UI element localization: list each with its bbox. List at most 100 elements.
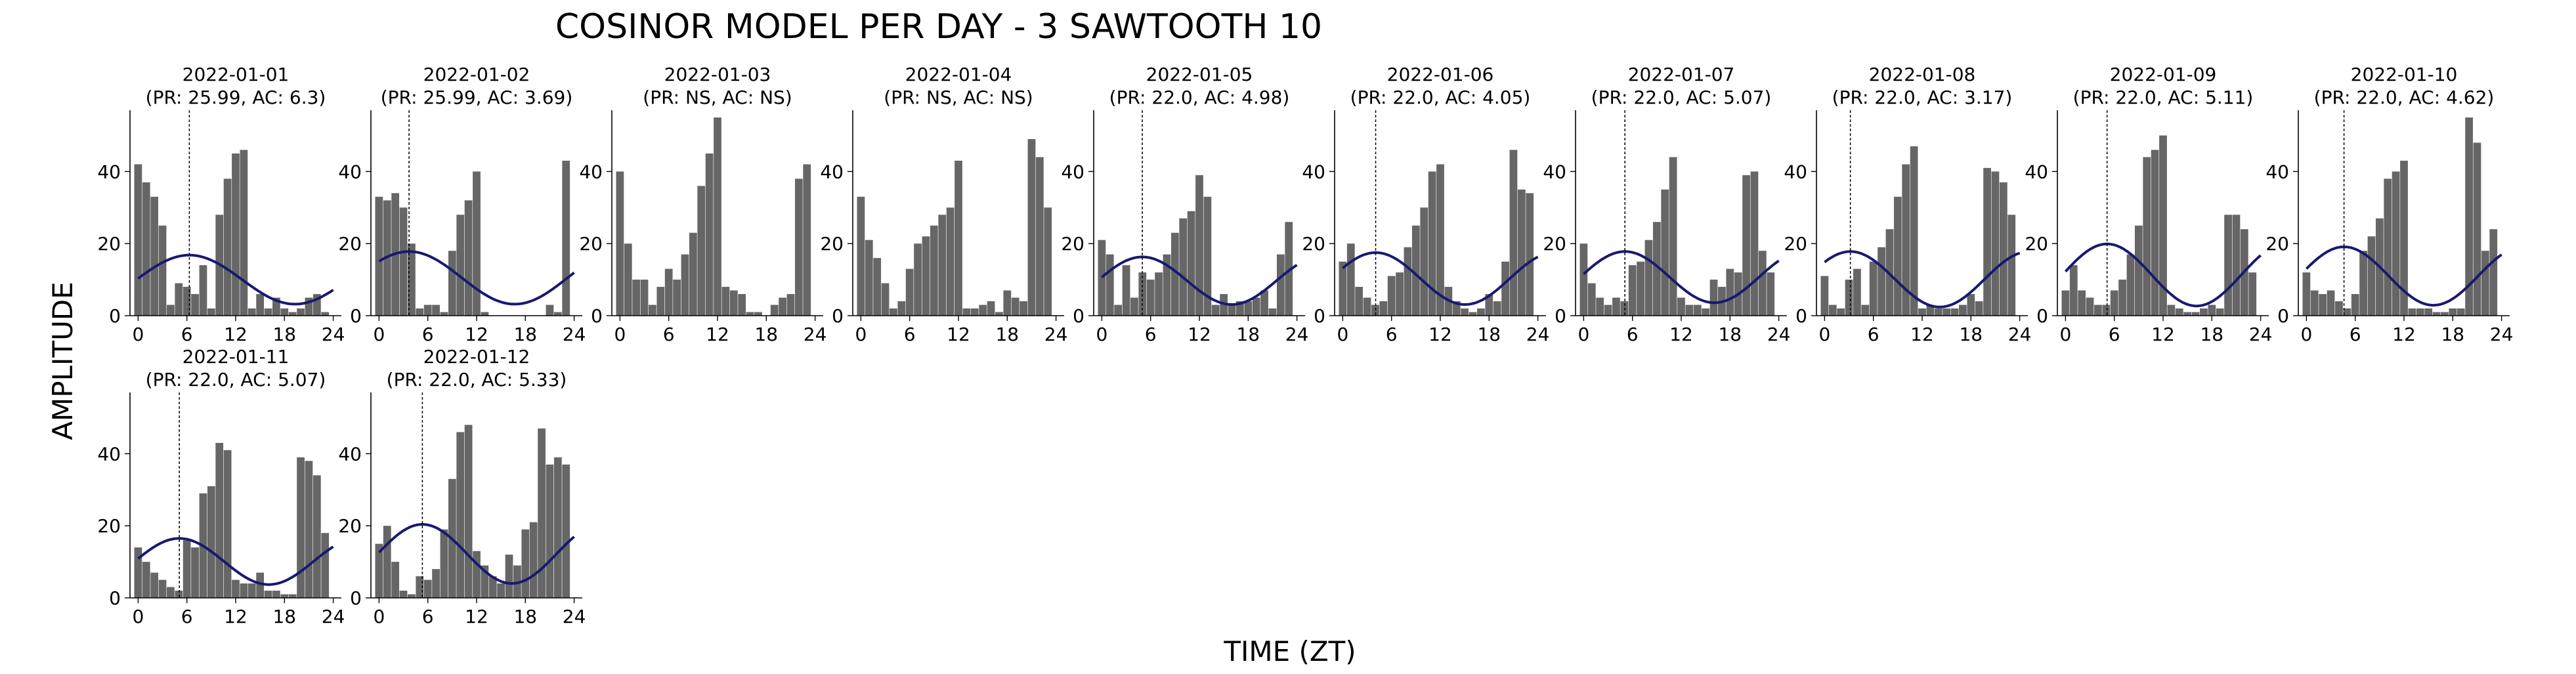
hour-bar [1910,146,1918,316]
hour-bar [1853,268,1861,316]
hour-bar [2183,312,2192,316]
y-tick-label: 0 [2036,305,2048,327]
x-tick-label: 12 [2151,324,2175,345]
x-tick-label: 12 [1188,324,1211,345]
hour-bar [1893,196,1902,316]
hour-bar [1959,305,1967,316]
hour-bar [440,312,448,316]
hour-bar [857,196,865,316]
hour-bar [2408,308,2416,316]
hour-bar [473,171,481,316]
hour-bar [1983,167,1991,316]
hour-bar [890,308,897,316]
x-tick-label: 18 [1236,324,1260,345]
y-tick-label: 0 [832,305,844,327]
hour-bar [2232,215,2241,316]
subplot-title: 2022-01-11 [182,346,290,368]
hour-bar [897,301,906,316]
x-tick-label: 18 [513,606,537,627]
x-tick-label: 6 [1145,324,1157,345]
subplot-2022-01-05: 0 6 12 18 24 0 20 40 2022-01-05(PR: 22.0, AC: 4.… [1061,64,1308,345]
hour-bar [305,297,313,316]
hour-bar [2481,251,2489,316]
hour-bar [1228,305,1236,316]
figure-title: COSINOR MODEL PER DAY - 3 SAWTOOTH 10 [555,7,1322,47]
hour-bar [1195,175,1203,316]
hour-bar [1501,261,1509,316]
hour-bar [264,591,272,598]
subplot-title: 2022-01-06 [1387,64,1494,85]
hour-bar [1902,164,1910,316]
cosinor-curve [2064,242,2262,308]
x-tick-label: 6 [181,324,193,345]
hour-bar [280,594,289,598]
y-tick-label: 0 [350,305,362,327]
cosinor-curve [1824,250,2021,308]
hour-bar [2310,290,2319,316]
x-tick-label: 12 [1910,324,1934,345]
hour-bar [616,171,624,316]
hour-bar [456,215,465,316]
hour-bar [247,583,256,598]
hour-bar [553,312,562,316]
cosinor-curve [1583,250,1780,305]
x-tick-label: 6 [2350,324,2361,345]
hour-bar [1702,308,1710,316]
hour-bar [546,305,554,316]
x-tick-label: 24 [563,324,586,345]
x-tick-label: 0 [2059,324,2071,345]
hour-bar [2335,301,2343,316]
hour-bar [1869,261,1878,316]
x-tick-label: 0 [614,324,626,345]
hour-bar [1027,138,1036,316]
hour-bar [562,464,570,598]
hour-bar [2126,254,2135,316]
hour-bar [150,572,159,598]
y-tick-label: 20 [2265,233,2289,255]
hour-bar [1285,222,1293,316]
hour-bar [2400,160,2408,316]
hour-bar [432,569,440,598]
hour-bar [2094,305,2102,316]
x-tick-label: 12 [706,324,729,345]
hour-bar [1106,254,1114,316]
hour-bar [1991,171,2000,316]
hour-bar [1967,294,1975,316]
hour-bar [770,305,779,316]
hour-bar [207,486,215,598]
x-tick-label: 24 [1526,324,1550,345]
hour-bar [134,547,142,598]
hour-bar [2151,150,2159,316]
hour-bar [505,555,513,598]
y-tick-label: 20 [338,233,362,255]
hour-bar [1339,261,1347,316]
hour-bar [2441,312,2449,316]
x-tick-label: 18 [995,324,1019,345]
subplot-subtitle: (PR: 25.99, AC: 3.69) [381,87,573,108]
hour-bar [240,150,248,316]
hour-bar [962,308,971,316]
y-tick-label: 40 [2265,161,2289,182]
hour-bar [1396,272,1404,316]
hour-bar [546,464,554,598]
hour-bar [779,297,786,316]
hour-bar [881,283,890,316]
hour-bar [1146,280,1155,316]
hour-bar [2143,157,2151,316]
hour-bar [280,308,289,316]
hour-bar [1355,287,1363,316]
y-tick-label: 0 [591,305,603,327]
subplot-title: 2022-01-10 [2351,64,2458,85]
subplot-2022-01-02: 0 6 12 18 24 0 20 40 2022-01-02(PR: 25.99, AC: 3… [338,64,586,345]
y-tick-label: 0 [1795,305,1807,327]
x-tick-label: 24 [563,606,586,627]
hour-bar [1411,225,1420,316]
hour-bar [673,280,681,316]
subplot-subtitle: (PR: 22.0, AC: 3.17) [1832,87,2013,108]
hour-bar [142,562,150,598]
x-tick-label: 6 [181,606,193,627]
hour-bar [2159,135,2167,316]
cosinor-curve [137,537,334,586]
hour-bar [1461,308,1469,316]
hour-bar [1677,297,1685,316]
